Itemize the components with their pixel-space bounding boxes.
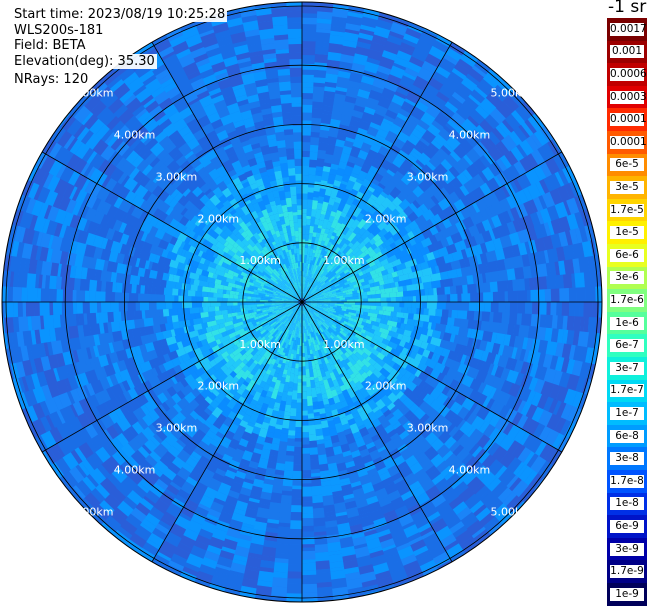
field-label: Field: BETA	[12, 38, 88, 53]
colorbar-tick-label: 1e-8	[610, 497, 644, 511]
colorbar-tick-label: 0.00017	[610, 113, 647, 127]
colorbar-tick-label: 3e-7	[610, 361, 644, 375]
range-ring-label: 1.00km	[323, 254, 365, 267]
range-ring-label: 1.00km	[239, 338, 281, 351]
range-ring-label: 4.00km	[449, 129, 491, 142]
colorbar-tick-label: 1e-5	[610, 226, 644, 240]
range-ring-label: 5.00km	[72, 505, 114, 518]
range-ring-label: 2.00km	[197, 212, 239, 225]
range-ring-label: 3.00km	[407, 422, 449, 435]
range-ring-label: 4.00km	[114, 129, 156, 142]
colorbar-tick-label: 1.7e-8	[610, 474, 644, 488]
colorbar-tick-label: 0.0003	[610, 90, 647, 104]
colorbar-units: -1 sr	[607, 0, 647, 17]
polar-grid	[1, 1, 603, 603]
colorbar-tick-label: 1.7e-6	[610, 294, 644, 307]
range-ring-label: 5.00km	[72, 87, 114, 100]
range-ring-label: 3.00km	[156, 422, 198, 435]
colorbar-tick-label: 0.0017	[610, 22, 647, 36]
colorbar-tick-label: 0.001	[610, 45, 644, 59]
colorbar-tick-label: 3e-9	[610, 542, 644, 556]
range-ring-label: 4.00km	[449, 463, 491, 476]
range-ring-label: 4.00km	[114, 463, 156, 476]
range-ring-label: 2.00km	[365, 212, 407, 225]
instrument-label: WLS200s-181	[12, 23, 106, 38]
range-ring-label: 2.00km	[365, 380, 407, 393]
colorbar-tick-label: 6e-9	[610, 520, 644, 533]
colorbar-tick-label: 1e-6	[610, 316, 644, 330]
colorbar-tick-label: 3e-8	[610, 452, 644, 466]
range-ring-label: 2.00km	[197, 380, 239, 393]
range-ring-labels: 1.00km 1.00km 1.00km 1.00km 2.00km 2.00km 2.00…	[72, 87, 532, 519]
nrays-label: NRays: 120	[12, 72, 91, 87]
elevation-label: Elevation(deg): 35.30	[12, 54, 157, 69]
colorbar-tick-label: 0.0006	[610, 68, 647, 81]
range-ring-label: 5.00km	[491, 505, 533, 518]
range-ring-label: 1.00km	[239, 254, 281, 267]
colorbar-tick-label: 1e-9	[610, 587, 644, 601]
colorbar-tick-label: 6e-7	[610, 339, 644, 353]
range-ring-label: 3.00km	[407, 170, 449, 183]
colorbar-tick-label: 6e-8	[610, 429, 644, 443]
colorbar-tick-label: 1.7e-5	[610, 203, 644, 217]
colorbar-tick-label: 3e-6	[610, 271, 644, 285]
range-ring-label: 1.00km	[323, 338, 365, 351]
colorbar-tick-label: 1e-7	[610, 407, 644, 420]
start-time-label: Start time: 2023/08/19 10:25:28	[12, 7, 228, 22]
colorbar-tick-label: 1.7e-9	[610, 565, 644, 579]
colorbar-tick-label: 0.0001	[610, 135, 647, 149]
range-ring-label: 3.00km	[156, 170, 198, 183]
colorbar-tick-label: 1.7e-7	[610, 384, 644, 398]
ppi-data-field	[2, 2, 602, 602]
range-ring-label: 5.00km	[491, 87, 533, 100]
colorbar-tick-label: 3e-5	[610, 181, 644, 194]
colorbar-tick-label: 6e-5	[610, 158, 644, 172]
colorbar-tick-label: 6e-6	[610, 248, 644, 262]
